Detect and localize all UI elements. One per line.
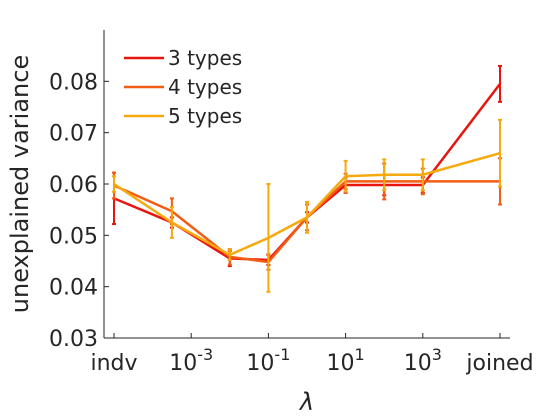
y-tick-label: 0.03 (49, 327, 98, 352)
y-tick-label: 0.05 (49, 224, 98, 249)
x-axis-label: λ (298, 388, 314, 416)
x-tick-label: 10-3 (169, 345, 213, 376)
legend: 3 types 4 types 5 types (124, 46, 242, 128)
x-tick-label: 10-1 (246, 345, 290, 376)
series-line (113, 151, 501, 257)
series-3 (112, 118, 502, 293)
legend-entry: 3 types (168, 46, 242, 70)
legend-entry: 4 types (168, 75, 242, 99)
x-tick-label: 101 (327, 345, 365, 376)
x-tick-label: 103 (404, 345, 442, 376)
y-tick-label: 0.08 (49, 70, 98, 95)
y-tick-label: 0.06 (49, 173, 98, 198)
y-tick-label: 0.04 (49, 276, 98, 301)
y-axis-label: unexplained variance (6, 55, 34, 313)
x-tick-label: indv (90, 351, 137, 376)
legend-entry: 5 types (168, 104, 242, 128)
y-tick-label: 0.07 (49, 122, 98, 147)
axes: 0.03 0.04 0.05 0.06 0.07 0.08 indv 10-3 10-1 101 1… (49, 30, 534, 376)
x-tick-label: joined (465, 351, 533, 376)
series-group (112, 64, 502, 293)
